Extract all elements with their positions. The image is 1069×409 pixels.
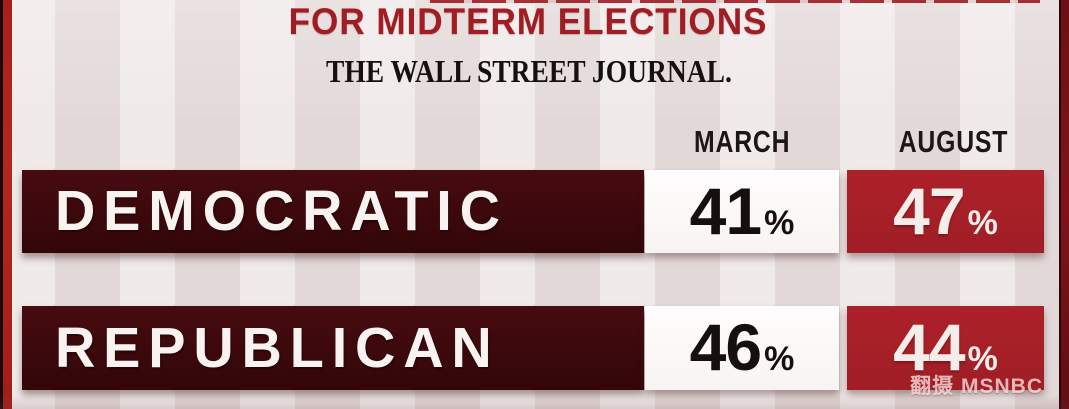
column-header-march-label: MARCH — [693, 124, 791, 159]
value-number: 44 — [893, 310, 965, 384]
party-label: DEMOCRATIC — [55, 179, 508, 243]
party-label-bar: DEMOCRATIC — [22, 170, 644, 253]
percent-sign: % — [967, 204, 998, 242]
percent-sign: % — [764, 204, 795, 242]
bottom-vignette — [0, 395, 1069, 409]
graphic-title: FOR MIDTERM ELECTIONS — [0, 1, 1057, 43]
right-edge-maroon-border — [1059, 0, 1069, 409]
left-edge-red-border — [3, 0, 12, 409]
cutoff-headline-sliver — [430, 0, 1040, 3]
source-masthead-text: THE WALL STREET JOURNAL. — [325, 53, 732, 89]
graphic-title-text: FOR MIDTERM ELECTIONS — [289, 1, 768, 42]
percent-sign: % — [764, 340, 795, 378]
democratic-march-value-cell: 41 % — [645, 170, 839, 253]
left-edge-black-strip — [0, 0, 3, 409]
source-masthead: THE WALL STREET JOURNAL. — [0, 53, 1057, 90]
value-number: 46 — [689, 310, 762, 384]
column-header-august-label: AUGUST — [898, 124, 1009, 159]
station-watermark: 翻摄 MSNBC — [910, 375, 1043, 398]
percent-sign: % — [967, 340, 998, 378]
column-header-august: AUGUST — [855, 124, 1052, 160]
value-number: 47 — [893, 174, 965, 248]
party-label-bar: REPUBLICAN — [22, 306, 644, 390]
value-number: 41 — [689, 174, 762, 248]
democratic-august-value-cell: 47 % — [847, 170, 1044, 253]
table-row-democratic: DEMOCRATIC 41 % 47 % — [0, 170, 1069, 253]
republican-august-value-cell: 44 % — [847, 306, 1044, 390]
party-label: REPUBLICAN — [55, 315, 500, 380]
republican-march-value-cell: 46 % — [645, 306, 839, 390]
table-row-republican: REPUBLICAN 46 % 44 % — [0, 306, 1069, 390]
column-header-march: MARCH — [645, 124, 839, 160]
